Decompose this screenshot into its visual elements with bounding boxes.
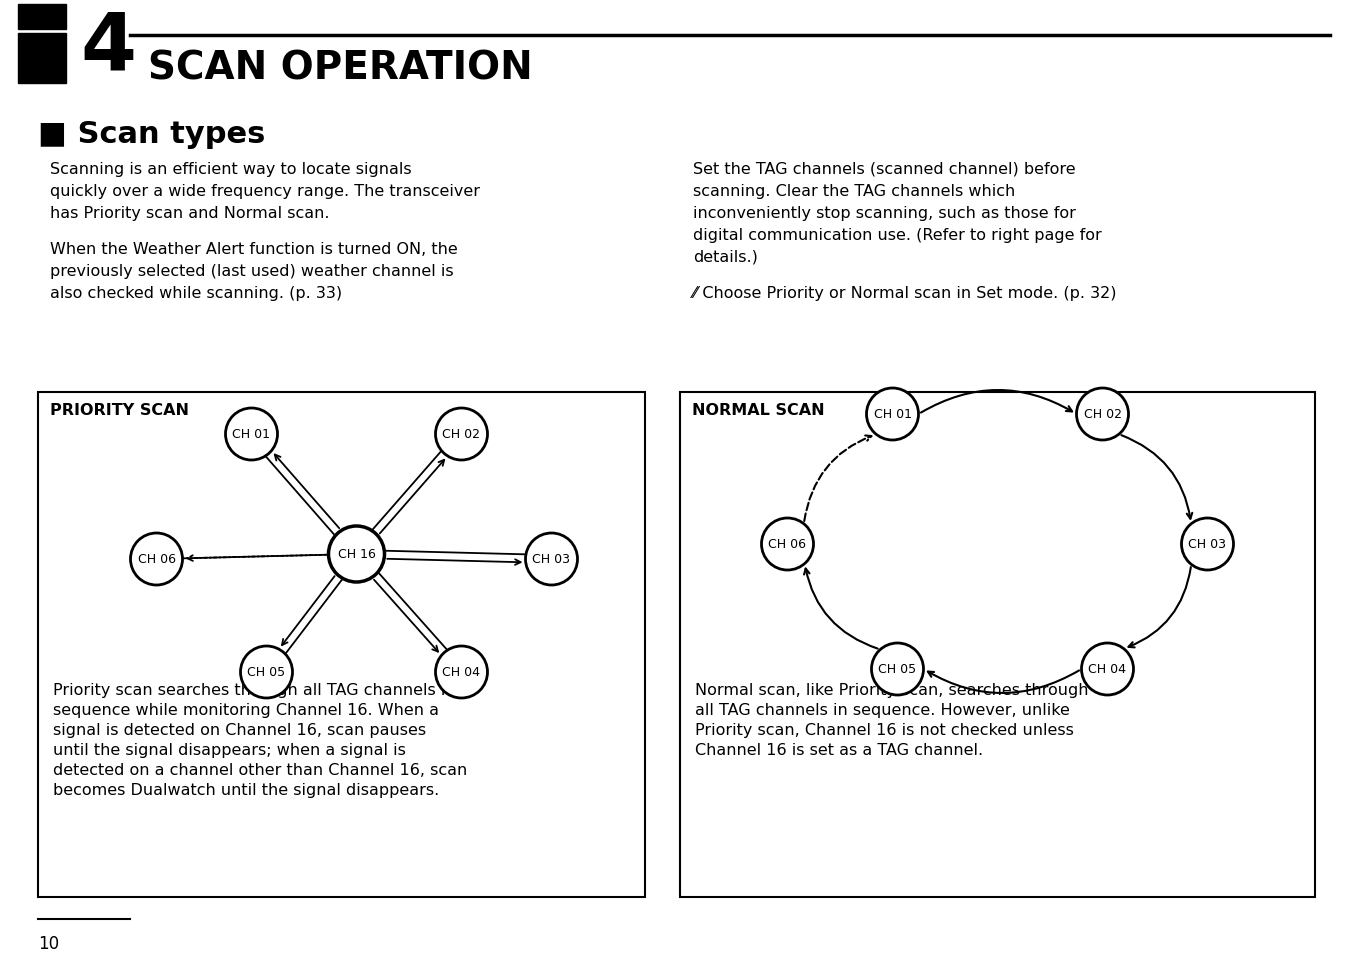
- Bar: [38, 393, 645, 897]
- Text: detected on a channel other than Channel 16, scan: detected on a channel other than Channel…: [53, 762, 468, 778]
- Text: 10: 10: [38, 934, 59, 952]
- Text: scanning. Clear the TAG channels which: scanning. Clear the TAG channels which: [694, 184, 1015, 199]
- Text: Set the TAG channels (scanned channel) before: Set the TAG channels (scanned channel) b…: [694, 162, 1076, 177]
- Text: CH 04: CH 04: [442, 666, 480, 679]
- Text: CH 04: CH 04: [1088, 662, 1126, 676]
- Text: previously selected (last used) weather channel is: previously selected (last used) weather …: [50, 264, 454, 278]
- Text: Normal scan, like Priority scan, searches through: Normal scan, like Priority scan, searche…: [695, 682, 1088, 698]
- Text: CH 02: CH 02: [1083, 408, 1122, 421]
- Bar: [680, 393, 1315, 897]
- Text: CH 02: CH 02: [442, 428, 480, 441]
- Circle shape: [131, 534, 183, 585]
- Text: ⁄⁄ Choose Priority or Normal scan in Set mode. (p. 32): ⁄⁄ Choose Priority or Normal scan in Set…: [694, 286, 1118, 301]
- Text: sequence while monitoring Channel 16. When a: sequence while monitoring Channel 16. Wh…: [53, 702, 439, 718]
- Circle shape: [435, 409, 488, 460]
- Text: all TAG channels in sequence. However, unlike: all TAG channels in sequence. However, u…: [695, 702, 1069, 718]
- Text: CH 16: CH 16: [338, 548, 376, 561]
- Text: NORMAL SCAN: NORMAL SCAN: [692, 402, 825, 417]
- Circle shape: [872, 643, 923, 696]
- Circle shape: [761, 518, 814, 571]
- Text: CH 03: CH 03: [1188, 537, 1226, 551]
- Text: SCAN OPERATION: SCAN OPERATION: [147, 50, 533, 88]
- Text: digital communication use. (Refer to right page for: digital communication use. (Refer to rig…: [694, 228, 1102, 243]
- Bar: [18, 34, 66, 84]
- Circle shape: [329, 526, 384, 582]
- Text: Priority scan, Channel 16 is not checked unless: Priority scan, Channel 16 is not checked…: [695, 722, 1073, 738]
- Circle shape: [1082, 643, 1133, 696]
- Circle shape: [241, 646, 292, 699]
- Circle shape: [1076, 389, 1129, 440]
- Text: CH 01: CH 01: [233, 428, 270, 441]
- Text: CH 06: CH 06: [768, 537, 807, 551]
- Text: PRIORITY SCAN: PRIORITY SCAN: [50, 402, 189, 417]
- Circle shape: [867, 389, 918, 440]
- Text: Channel 16 is set as a TAG channel.: Channel 16 is set as a TAG channel.: [695, 742, 983, 758]
- Circle shape: [1182, 518, 1233, 571]
- Text: until the signal disappears; when a signal is: until the signal disappears; when a sign…: [53, 742, 406, 758]
- Text: CH 01: CH 01: [873, 408, 911, 421]
- Text: becomes Dualwatch until the signal disappears.: becomes Dualwatch until the signal disap…: [53, 782, 439, 797]
- Text: Scanning is an efficient way to locate signals: Scanning is an efficient way to locate s…: [50, 162, 411, 177]
- Text: ■ Scan types: ■ Scan types: [38, 120, 265, 149]
- Text: details.): details.): [694, 250, 758, 265]
- Text: signal is detected on Channel 16, scan pauses: signal is detected on Channel 16, scan p…: [53, 722, 426, 738]
- Text: When the Weather Alert function is turned ON, the: When the Weather Alert function is turne…: [50, 242, 458, 256]
- Text: CH 05: CH 05: [247, 666, 285, 679]
- Text: CH 05: CH 05: [879, 662, 917, 676]
- Text: Priority scan searches through all TAG channels in: Priority scan searches through all TAG c…: [53, 682, 456, 698]
- Text: 4: 4: [80, 10, 137, 88]
- Text: CH 03: CH 03: [533, 553, 571, 566]
- Circle shape: [526, 534, 577, 585]
- Text: quickly over a wide frequency range. The transceiver: quickly over a wide frequency range. The…: [50, 184, 480, 199]
- Text: has Priority scan and Normal scan.: has Priority scan and Normal scan.: [50, 206, 330, 221]
- Circle shape: [226, 409, 277, 460]
- Text: CH 06: CH 06: [138, 553, 176, 566]
- Circle shape: [435, 646, 488, 699]
- Bar: [18, 5, 66, 30]
- Text: also checked while scanning. (p. 33): also checked while scanning. (p. 33): [50, 286, 342, 301]
- Text: inconveniently stop scanning, such as those for: inconveniently stop scanning, such as th…: [694, 206, 1076, 221]
